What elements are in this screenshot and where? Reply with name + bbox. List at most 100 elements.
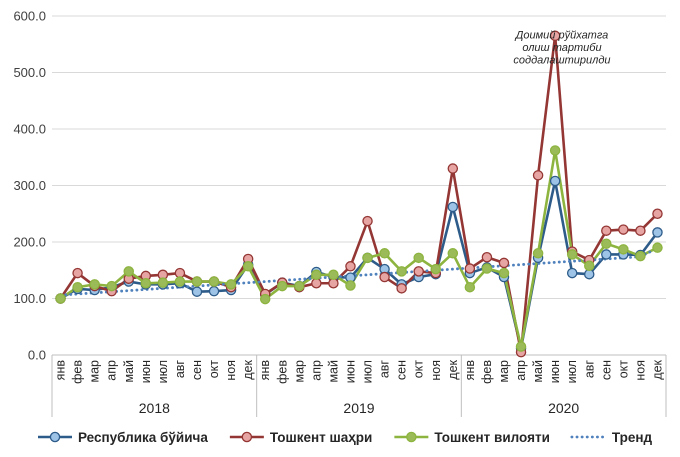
data-point [362, 252, 373, 264]
data-point [447, 201, 459, 213]
year-label: 2019 [343, 400, 374, 416]
x-tick-label: окт [616, 360, 630, 379]
data-point [430, 263, 441, 275]
legend-marker [406, 431, 417, 443]
x-tick-label: авг [173, 360, 187, 379]
legend-label: Тошкент вилояти [434, 430, 550, 445]
year-label: 2020 [548, 400, 579, 416]
data-point [72, 267, 83, 279]
data-point [549, 145, 561, 156]
data-point [55, 293, 66, 304]
data-point [652, 227, 663, 238]
data-point [106, 280, 117, 292]
y-tick-label: 600.0 [13, 9, 46, 24]
data-point [498, 267, 510, 279]
annotation-text: Доимий рўйхатга [514, 30, 609, 42]
y-tick-label: 400.0 [13, 122, 46, 137]
data-point [566, 267, 578, 279]
x-tick-label: сен [190, 360, 204, 380]
data-point [532, 248, 544, 259]
x-axis-ticks: янв фев мар апр май июн июл авг сен окт ноя дек янв ф… [54, 359, 665, 383]
legend-label: Тошкент шаҳри [270, 430, 373, 445]
x-tick-label: дек [446, 359, 460, 379]
data-point [464, 281, 476, 293]
data-point [276, 280, 288, 292]
data-point [328, 277, 339, 289]
annotation-text: соддалаштирилди [513, 54, 610, 66]
x-tick-label: апр [514, 360, 528, 381]
x-tick-label: дек [650, 359, 664, 379]
x-tick-label: май [122, 360, 136, 383]
x-tick-label: фев [71, 360, 85, 384]
x-tick-label: сен [599, 360, 613, 380]
x-tick-label: авг [378, 360, 392, 379]
x-tick-label: апр [309, 360, 323, 381]
legend-marker [241, 431, 253, 443]
x-tick-label: апр [105, 360, 119, 381]
data-point [311, 269, 322, 281]
x-tick-label: фев [480, 360, 494, 384]
y-axis-ticks: 0.0 100.0 200.0 300.0 400.0 500.0 600.0 [13, 9, 46, 363]
data-point [635, 250, 646, 262]
data-point [123, 266, 135, 277]
data-point [618, 224, 629, 235]
legend-marker [49, 431, 61, 443]
data-point [447, 163, 459, 174]
data-point [464, 263, 476, 274]
x-tick-label: ноя [429, 360, 443, 381]
data-point [157, 277, 169, 288]
data-point [208, 285, 220, 297]
y-tick-label: 300.0 [13, 178, 46, 193]
y-tick-label: 500.0 [13, 65, 46, 80]
data-point [618, 244, 629, 255]
data-point [208, 276, 220, 287]
trend-line [59, 246, 659, 297]
data-point [532, 170, 544, 181]
legend: Республика бўйича Тошкент шаҳри Тошкент ви… [38, 430, 653, 445]
x-tick-label: мар [88, 360, 102, 383]
series-line [59, 34, 659, 354]
x-tick-label: май [326, 360, 340, 383]
gridlines [52, 15, 666, 356]
data-point [72, 281, 83, 293]
x-tick-label: мар [497, 360, 511, 383]
data-point [396, 283, 407, 294]
x-tick-label: окт [207, 360, 221, 379]
x-tick-label: мар [292, 360, 306, 383]
data-point [549, 30, 561, 42]
data-point [259, 293, 271, 305]
x-tick-label: авг [582, 360, 596, 379]
x-tick-label: июл [361, 360, 375, 383]
data-point [345, 261, 356, 272]
x-tick-label: июл [156, 360, 170, 383]
series [55, 30, 663, 358]
x-tick-label: июн [139, 360, 153, 383]
data-point [652, 208, 663, 219]
x-tick-label: фев [275, 360, 289, 384]
data-point [584, 268, 595, 280]
data-point [379, 271, 390, 283]
data-point [584, 260, 595, 271]
data-point [174, 276, 186, 287]
data-point [396, 266, 407, 277]
data-point [311, 277, 322, 289]
x-tick-label: ноя [633, 360, 647, 381]
data-point [362, 215, 373, 227]
y-tick-label: 100.0 [13, 291, 46, 306]
data-point [549, 175, 561, 187]
data-point [140, 277, 152, 289]
data-point [191, 276, 203, 287]
data-point [294, 280, 305, 292]
data-point [498, 257, 510, 269]
x-tick-label: июн [548, 360, 562, 383]
data-point [191, 286, 203, 297]
data-point [601, 249, 612, 260]
legend-label: Республика бўйича [78, 430, 208, 445]
data-point [481, 263, 493, 274]
data-point [652, 242, 663, 253]
data-point [447, 248, 459, 259]
data-point [635, 225, 646, 236]
